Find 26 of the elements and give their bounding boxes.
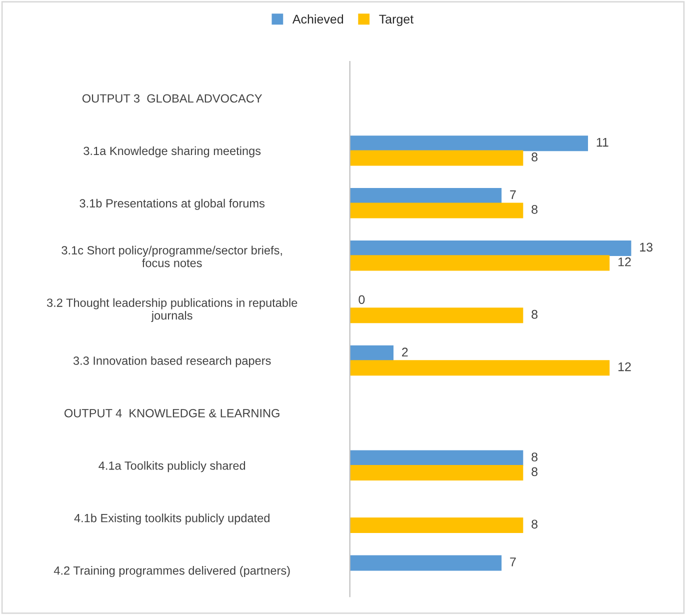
y-tick-label: 3.3 Innovation based research papers: [73, 356, 271, 368]
y-tick-label: 4.1b Existing toolkits publicly updated: [74, 514, 270, 525]
data-label: 0: [358, 295, 365, 304]
data-label: 8: [532, 204, 538, 214]
data-label: 8: [532, 467, 538, 476]
y-tick-label: OUTPUT 4 KNOWLEDGE & LEARNING: [64, 408, 280, 418]
data-label: 8: [532, 310, 538, 319]
data-label: 8: [532, 152, 538, 162]
data-label: 13: [640, 242, 652, 252]
data-label: 12: [618, 362, 631, 372]
data-label: 8: [532, 520, 538, 529]
legend-label: Achieved: [292, 14, 344, 24]
y-tick-label: 4.1a Toolkits publicly shared: [98, 461, 246, 472]
y-tick-label: 3.1a Knowledge sharing meetings: [84, 146, 261, 158]
y-tick-label: OUTPUT 3 GLOBAL ADVOCACY: [82, 94, 262, 103]
data-label: 7: [510, 558, 516, 566]
data-label: 12: [618, 257, 631, 266]
data-label: 8: [532, 452, 538, 462]
y-tick-label: 3.2 Thought leadership publications in reputable journals: [46, 298, 298, 322]
legend-label: Target: [379, 14, 414, 26]
y-tick-label: 3.1c Short policy/programme/sector briefs, focus notes: [62, 246, 282, 268]
y-tick-label: 3.1b Presentations at global forums: [80, 198, 265, 210]
data-label: 7: [510, 190, 516, 200]
data-label: 11: [596, 138, 608, 147]
data-label: 2: [402, 348, 408, 356]
y-tick-label: 4.2 Training programmes delivered (partners): [54, 566, 290, 578]
